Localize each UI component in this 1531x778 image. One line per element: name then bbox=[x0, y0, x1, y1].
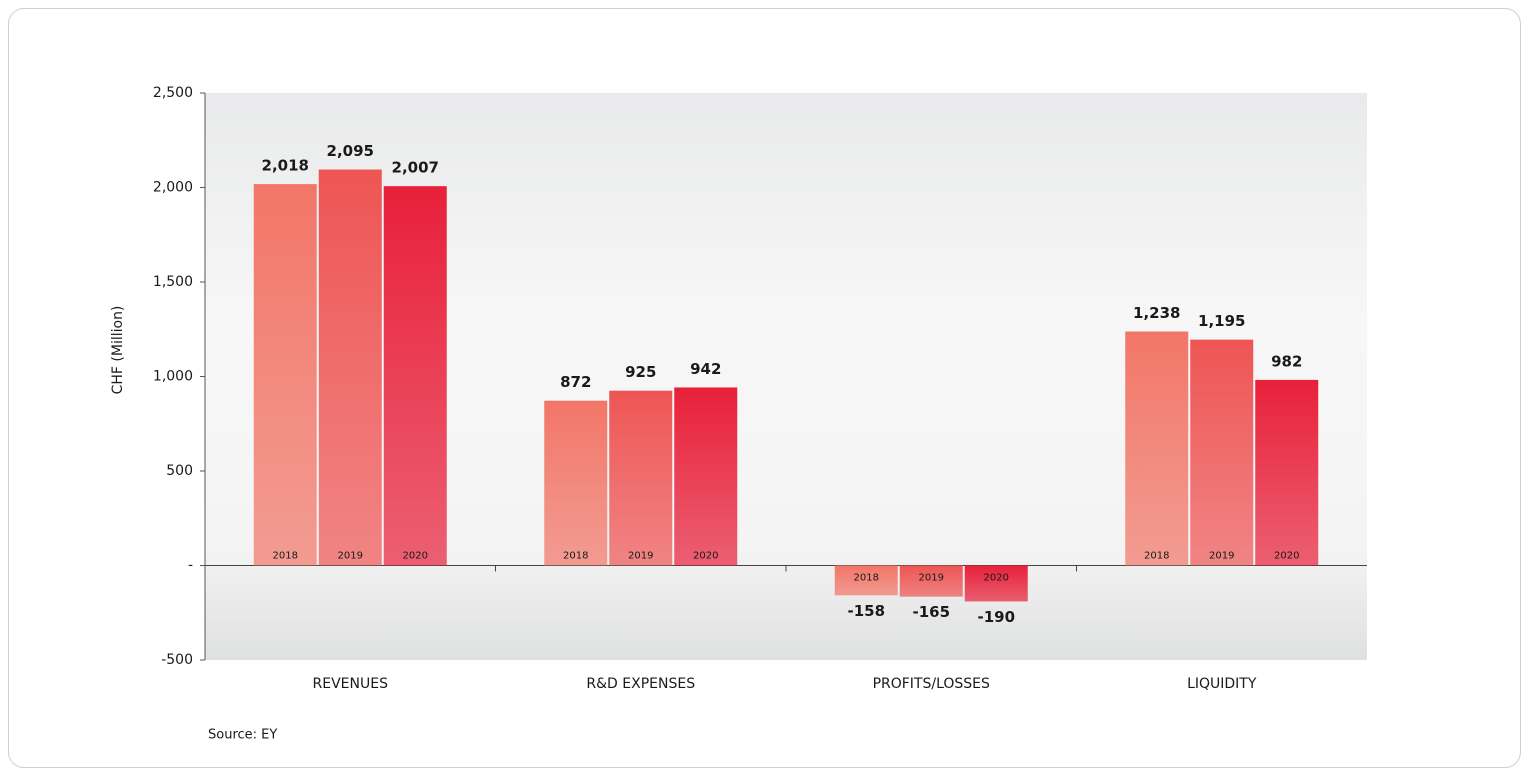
data-label: 1,238 bbox=[1133, 304, 1180, 322]
bar bbox=[609, 390, 673, 566]
bar-series-label: 2018 bbox=[854, 573, 879, 584]
data-label: 1,195 bbox=[1198, 312, 1245, 330]
data-label: 982 bbox=[1271, 352, 1302, 370]
bar-series-label: 2018 bbox=[1144, 551, 1169, 562]
bar bbox=[318, 169, 382, 566]
y-tick-label: 500 bbox=[166, 463, 193, 479]
data-label: 2,018 bbox=[262, 157, 309, 175]
bar bbox=[1125, 331, 1189, 566]
bar-series-label: 2018 bbox=[563, 551, 588, 562]
bar bbox=[1190, 339, 1254, 566]
bar-series-label: 2019 bbox=[628, 551, 653, 562]
bar-series-label: 2019 bbox=[1209, 551, 1234, 562]
bar bbox=[834, 565, 898, 596]
y-tick-label: 2,500 bbox=[153, 85, 193, 101]
y-tick-label: - bbox=[188, 558, 193, 574]
bar bbox=[253, 184, 317, 566]
bar-series-label: 2020 bbox=[403, 551, 428, 562]
bar bbox=[674, 387, 738, 566]
data-label: -190 bbox=[977, 608, 1015, 626]
data-label: -165 bbox=[912, 603, 950, 621]
bar-series-label: 2020 bbox=[1274, 551, 1299, 562]
x-tick-label: LIQUIDITY bbox=[1187, 676, 1257, 692]
source: Source: EY bbox=[208, 728, 277, 743]
bar-series-label: 2018 bbox=[273, 551, 298, 562]
bar-series-label: 2019 bbox=[338, 551, 363, 562]
card bbox=[8, 8, 1521, 768]
y-tick-label: 1,000 bbox=[153, 369, 193, 385]
bar-series-label: 2019 bbox=[919, 573, 944, 584]
y-tick-label: 1,500 bbox=[153, 274, 193, 290]
bar bbox=[544, 400, 608, 566]
data-label: 2,007 bbox=[392, 159, 439, 177]
x-tick-label: R&D EXPENSES bbox=[586, 676, 695, 692]
data-label: -158 bbox=[847, 602, 885, 620]
bar bbox=[1255, 379, 1319, 566]
y-tick-label: 2,000 bbox=[153, 180, 193, 196]
bar bbox=[964, 565, 1028, 602]
y-axis-label: CHF (Million) bbox=[110, 306, 126, 395]
bar bbox=[383, 186, 447, 566]
data-label: 925 bbox=[625, 363, 656, 381]
data-label: 872 bbox=[560, 373, 591, 391]
bar-series-label: 2020 bbox=[984, 573, 1009, 584]
data-label: 942 bbox=[690, 360, 721, 378]
x-tick-label: REVENUES bbox=[313, 676, 389, 692]
data-label: 2,095 bbox=[327, 142, 374, 160]
x-tick-label: PROFITS/LOSSES bbox=[873, 676, 990, 692]
y-tick-label: -500 bbox=[161, 652, 193, 668]
bar-series-label: 2020 bbox=[693, 551, 718, 562]
bar bbox=[899, 565, 963, 597]
